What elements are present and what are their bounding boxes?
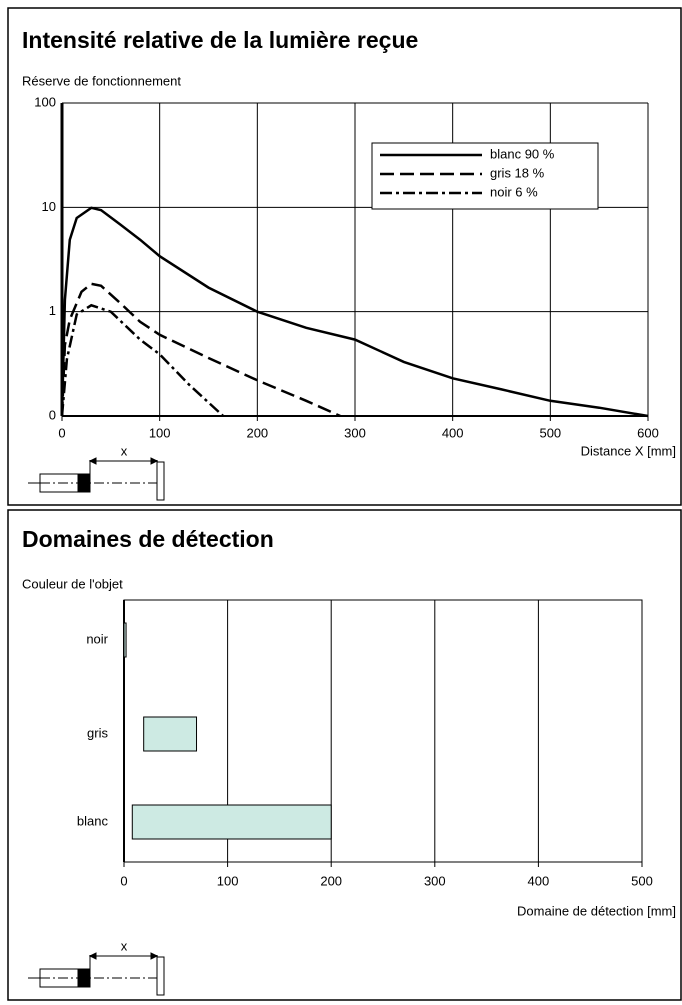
y-tick-label: 100 <box>34 94 56 109</box>
chart-title: Intensité relative de la lumière reçue <box>22 27 418 53</box>
series-line <box>60 303 225 417</box>
y-tick-label: blanc <box>77 813 109 828</box>
bar <box>123 622 127 658</box>
y-tick-label: gris <box>87 725 108 740</box>
series-line <box>60 206 649 418</box>
x-tick-label: 100 <box>149 425 171 440</box>
x-axis-label: Domaine de détection [mm] <box>517 903 676 918</box>
sketch-label: x <box>121 443 128 458</box>
legend-label: noir 6 % <box>490 184 538 199</box>
x-tick-label: 0 <box>120 873 127 888</box>
y-tick-label: 0 <box>49 407 56 422</box>
x-tick-label: 100 <box>217 873 239 888</box>
y-tick-label: 10 <box>42 199 56 214</box>
section-frame <box>7 509 682 1001</box>
chart-title: Domaines de détection <box>22 526 274 552</box>
x-tick-label: 0 <box>58 425 65 440</box>
x-tick-label: 500 <box>631 873 653 888</box>
bar <box>131 804 332 840</box>
x-tick-label: 600 <box>637 425 659 440</box>
x-tick-label: 200 <box>320 873 342 888</box>
x-tick-label: 400 <box>528 873 550 888</box>
legend-box <box>371 142 599 210</box>
sensor-sketch <box>28 457 165 501</box>
x-tick-label: 300 <box>344 425 366 440</box>
y-axis-label: Couleur de l'objet <box>22 576 123 591</box>
y-tick-label: 1 <box>49 303 56 318</box>
sketch-label: x <box>121 938 128 953</box>
sensor-sketch <box>28 952 165 996</box>
section-frame <box>7 7 682 506</box>
x-tick-label: 300 <box>424 873 446 888</box>
legend-label: gris 18 % <box>490 165 545 180</box>
x-tick-label: 500 <box>539 425 561 440</box>
bar <box>143 716 198 752</box>
x-tick-label: 200 <box>246 425 268 440</box>
y-tick-label: noir <box>86 631 108 646</box>
x-tick-label: 400 <box>442 425 464 440</box>
x-axis-label: Distance X [mm] <box>581 443 676 458</box>
y-axis-label: Réserve de fonctionnement <box>22 73 181 88</box>
legend-label: blanc 90 % <box>490 146 555 161</box>
